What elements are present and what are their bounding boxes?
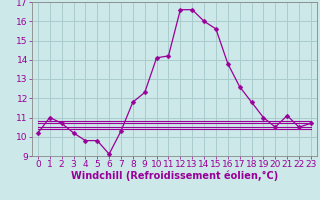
X-axis label: Windchill (Refroidissement éolien,°C): Windchill (Refroidissement éolien,°C) [71, 171, 278, 181]
